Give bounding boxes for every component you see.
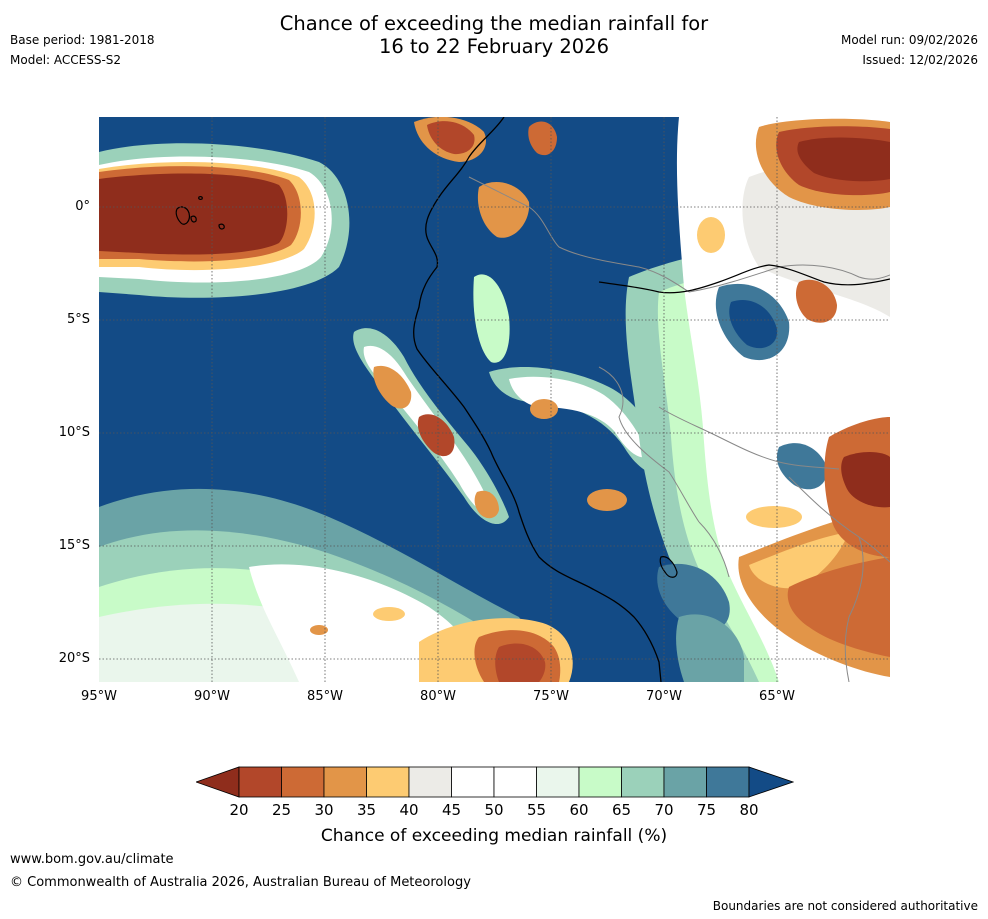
region-dry-ne-3	[797, 137, 890, 182]
lon-label-75w: 75°W	[533, 689, 569, 704]
footer-url[interactable]: www.bom.gov.au/climate	[10, 852, 174, 867]
colorbar-tick-50: 50	[484, 801, 504, 819]
lon-label-70w: 70°W	[646, 689, 682, 704]
lat-label-5s: 5°S	[66, 312, 90, 327]
region-dry-e-2	[697, 217, 725, 253]
region-east-blue-1-core	[729, 300, 778, 349]
colorbar-bin-40-45	[408, 766, 452, 798]
region-inner-corridor	[473, 274, 510, 363]
region-dry-north-3	[528, 121, 557, 156]
colorbar-tick-45: 45	[441, 801, 462, 819]
region-east-blue-2	[657, 563, 730, 631]
colorbar-tick-30: 30	[314, 801, 334, 819]
region-dry-coast-3	[474, 490, 499, 519]
lat-label-20s: 20°S	[58, 651, 90, 666]
lon-label-85w: 85°W	[307, 689, 343, 704]
footer-disclaimer: Boundaries are not considered authoritat…	[712, 899, 978, 913]
region-dry-e-1	[795, 279, 837, 323]
region-dry-small-2	[310, 625, 328, 635]
lon-label-80w: 80°W	[420, 689, 456, 704]
colorbar	[196, 766, 794, 798]
meta-left: Base period: 1981-2018 Model: ACCESS-S2	[10, 30, 155, 70]
region-dry-se-20	[841, 452, 890, 508]
colorbar-bin-25-30	[281, 766, 325, 798]
colorbar-bin-65-70	[621, 766, 665, 798]
lake-titicaca	[659, 556, 678, 578]
region-dry-e-3	[746, 506, 802, 528]
colorbar-tick-35: 35	[356, 801, 377, 819]
region-dry-west-20	[99, 173, 288, 255]
colorbar-title: Chance of exceeding median rainfall (%)	[320, 826, 668, 846]
colorbar-bin-45-50	[451, 766, 495, 798]
region-dry-north-1b	[427, 121, 475, 155]
colorbar-bin-70-75	[663, 766, 707, 798]
colorbar-bin-20-25	[238, 766, 282, 798]
colorbar-arrow-left	[196, 766, 240, 798]
meta-right: Model run: 09/02/2026 Issued: 12/02/2026	[841, 30, 978, 70]
issued-date: Issued: 12/02/2026	[862, 53, 978, 67]
map-canvas	[99, 117, 890, 682]
colorbar-bin-75-80	[706, 766, 750, 798]
colorbar-tick-55: 55	[526, 801, 547, 819]
colorbar-arrow-right	[748, 766, 794, 798]
coastline	[413, 117, 662, 682]
model-run: Model run: 09/02/2026	[840, 33, 978, 47]
colorbar-tick-70: 70	[654, 801, 674, 819]
region-dry-north-2	[477, 182, 530, 238]
region-dry-se-30	[787, 557, 890, 657]
colorbar-tick-20: 20	[229, 801, 249, 819]
region-mid-corridor-pale	[509, 376, 649, 458]
colorbar-tick-40: 40	[399, 801, 419, 819]
region-dry-coast-2	[417, 414, 455, 457]
rainfall-map	[99, 117, 890, 682]
region-dry-south-3	[495, 643, 546, 682]
title-line-1: Chance of exceeding the median rainfall …	[279, 12, 709, 35]
region-dry-small-1	[373, 607, 405, 621]
amazon-river	[598, 264, 890, 294]
lon-label-90w: 90°W	[194, 689, 230, 704]
colorbar-bin-35-40	[366, 766, 410, 798]
colorbar-tick-60: 60	[569, 801, 589, 819]
map-title: Chance of exceeding the median rainfall …	[0, 12, 988, 58]
lon-label-65w: 65°W	[759, 689, 795, 704]
region-east-blue-3	[676, 614, 744, 682]
colorbar-bin-50-55	[493, 766, 537, 798]
region-dry-mid-1	[530, 399, 558, 419]
colorbar-tick-75: 75	[696, 801, 717, 819]
title-line-2: 16 to 22 February 2026	[378, 35, 610, 58]
country-borders	[468, 176, 890, 682]
map-gridlines	[99, 117, 890, 682]
lon-label-95w: 95°W	[81, 689, 117, 704]
colorbar-bin-55-60	[536, 766, 580, 798]
colorbar-ticks: 20 25 30 35 40 45 50 55 60 65 70 75 80	[0, 801, 988, 821]
footer-copyright: © Commonwealth of Australia 2026, Austra…	[10, 875, 471, 890]
lat-label-15s: 15°S	[58, 538, 90, 553]
colorbar-tick-80: 80	[739, 801, 759, 819]
lat-label-0: 0°	[75, 199, 90, 214]
colorbar-tick-65: 65	[611, 801, 632, 819]
region-dry-mid-2	[587, 489, 627, 511]
model-name: Model: ACCESS-S2	[10, 53, 122, 67]
base-period: Base period: 1981-2018	[10, 33, 155, 47]
region-dry-coast-1	[373, 365, 412, 409]
colorbar-bin-30-35	[323, 766, 367, 798]
lat-label-10s: 10°S	[58, 425, 90, 440]
colorbar-bin-60-65	[578, 766, 622, 798]
colorbar-tick-25: 25	[271, 801, 292, 819]
